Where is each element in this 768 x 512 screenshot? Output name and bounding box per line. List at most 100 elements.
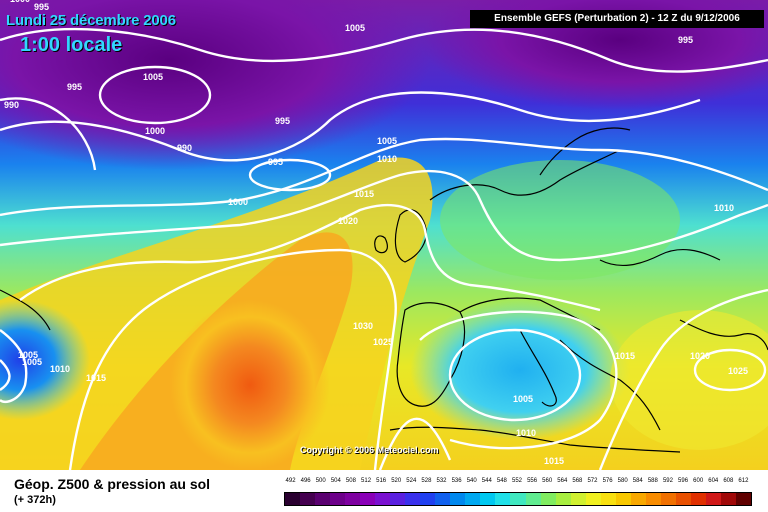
scale-tick-label: 564 bbox=[557, 478, 568, 484]
scale-tick-label: 556 bbox=[527, 478, 538, 484]
isobar-label: 1015 bbox=[86, 373, 106, 383]
scale-tick-label: 536 bbox=[451, 478, 462, 484]
scale-tick-label: 592 bbox=[662, 478, 673, 484]
scale-swatch bbox=[615, 493, 631, 505]
scale-tick-label: 552 bbox=[511, 478, 522, 484]
scale-tick-label: 492 bbox=[285, 478, 296, 484]
scale-tick-label: 560 bbox=[542, 478, 553, 484]
scale-swatch bbox=[705, 493, 721, 505]
isobar-label: 1025 bbox=[373, 337, 393, 347]
scale-swatch bbox=[300, 493, 316, 505]
scale-tick-label: 580 bbox=[617, 478, 628, 484]
scale-swatch bbox=[285, 493, 301, 505]
scale-swatch bbox=[675, 493, 691, 505]
scale-swatch bbox=[735, 493, 751, 505]
isobar-label: 1005 bbox=[513, 394, 533, 404]
scale-swatch bbox=[690, 493, 706, 505]
scale-tick-label: 508 bbox=[345, 478, 356, 484]
scale-tick-label: 576 bbox=[602, 478, 613, 484]
isobar-label: 995 bbox=[275, 116, 290, 126]
scale-swatch bbox=[510, 493, 526, 505]
isobar-labels: 995 1000 1005 990 995 1005 995 1000 990 … bbox=[4, 0, 748, 466]
isobar-label: 1005 bbox=[345, 23, 365, 33]
isobar-label: 1015 bbox=[354, 189, 374, 199]
scale-swatch bbox=[600, 493, 616, 505]
isobar-label: 1015 bbox=[544, 456, 564, 466]
scale-swatch bbox=[405, 493, 421, 505]
scale-swatch bbox=[540, 493, 556, 505]
scale-tick-label: 532 bbox=[436, 478, 447, 484]
scale-swatch bbox=[555, 493, 571, 505]
scale-swatch bbox=[450, 493, 466, 505]
scale-tick-label: 524 bbox=[406, 478, 417, 484]
scale-tick-label: 520 bbox=[391, 478, 402, 484]
scale-swatch bbox=[465, 493, 481, 505]
isobars bbox=[0, 27, 768, 470]
isobar-label: 995 bbox=[268, 157, 283, 167]
forecast-date: Lundi 25 décembre 2006 bbox=[6, 12, 176, 29]
isobar-label: 1005 bbox=[18, 350, 38, 360]
scale-swatch bbox=[420, 493, 436, 505]
color-scale: 492 496 500 504 508 512 516 520 524 528 532 536 540 5… bbox=[284, 478, 752, 508]
isobar-label: 1005 bbox=[22, 357, 42, 367]
weather-map: 995 1000 1005 990 995 1005 995 1000 990 … bbox=[0, 0, 768, 470]
scale-tick-label: 608 bbox=[723, 478, 734, 484]
scale-tick-label: 612 bbox=[738, 478, 749, 484]
isobar-label: 1030 bbox=[353, 321, 373, 331]
isobar-label: 1010 bbox=[714, 203, 734, 213]
isobar-label: 990 bbox=[177, 143, 192, 153]
scale-tick-labels: 492 496 500 504 508 512 516 520 524 528 532 536 540 5… bbox=[284, 478, 752, 490]
scale-swatch bbox=[345, 493, 361, 505]
copyright-notice: Copyright © 2006 Meteociel.com bbox=[300, 445, 439, 455]
footer-bar: Géop. Z500 & pression au sol (+ 372h) 49… bbox=[0, 470, 768, 512]
scale-swatch bbox=[525, 493, 541, 505]
scale-tick-label: 540 bbox=[466, 478, 477, 484]
isobar-label: 995 bbox=[34, 2, 49, 12]
lead-time: (+ 372h) bbox=[14, 494, 56, 506]
isobar-label: 995 bbox=[67, 82, 82, 92]
scale-tick-label: 544 bbox=[481, 478, 492, 484]
scale-tick-label: 572 bbox=[587, 478, 598, 484]
scale-tick-label: 496 bbox=[300, 478, 311, 484]
isobar-label: 995 bbox=[678, 35, 693, 45]
scale-swatch bbox=[495, 493, 511, 505]
scale-tick-label: 504 bbox=[330, 478, 341, 484]
isobar-label: 1000 bbox=[10, 0, 30, 4]
scale-swatch bbox=[570, 493, 586, 505]
scale-tick-label: 588 bbox=[647, 478, 658, 484]
scale-tick-label: 548 bbox=[496, 478, 507, 484]
scale-tick-label: 568 bbox=[572, 478, 583, 484]
map-canvas: 995 1000 1005 990 995 1005 995 1000 990 … bbox=[0, 0, 768, 470]
scale-swatch bbox=[390, 493, 406, 505]
scale-swatch bbox=[720, 493, 736, 505]
scale-swatch bbox=[360, 493, 376, 505]
isobar-label: 1020 bbox=[338, 216, 358, 226]
scale-swatch bbox=[315, 493, 331, 505]
isobar-label: 1005 bbox=[377, 136, 397, 146]
scale-tick-label: 604 bbox=[708, 478, 719, 484]
scale-tick-label: 516 bbox=[376, 478, 387, 484]
isobar-label: 1025 bbox=[728, 366, 748, 376]
isobar-label: 1010 bbox=[50, 364, 70, 374]
isobar-label: 990 bbox=[4, 100, 19, 110]
isobar-label: 1010 bbox=[516, 428, 536, 438]
scale-swatch bbox=[375, 493, 391, 505]
scale-swatch bbox=[330, 493, 346, 505]
scale-bar bbox=[284, 492, 752, 506]
scale-swatch bbox=[660, 493, 676, 505]
forecast-local-time: 1:00 locale bbox=[20, 34, 123, 56]
scale-swatch bbox=[480, 493, 496, 505]
product-title: Géop. Z500 & pression au sol bbox=[14, 476, 211, 492]
scale-swatch bbox=[435, 493, 451, 505]
model-run-info: Ensemble GEFS (Perturbation 2) - 12 Z du… bbox=[470, 10, 764, 28]
isobar-label: 1000 bbox=[145, 126, 165, 136]
scale-tick-label: 528 bbox=[421, 478, 432, 484]
isobar-label: 1020 bbox=[690, 351, 710, 361]
scale-swatch bbox=[585, 493, 601, 505]
scale-tick-label: 584 bbox=[632, 478, 643, 484]
isobar-label: 1000 bbox=[228, 197, 248, 207]
isobar-label: 1010 bbox=[377, 154, 397, 164]
scale-tick-label: 500 bbox=[315, 478, 326, 484]
scale-tick-label: 512 bbox=[361, 478, 372, 484]
scale-tick-label: 600 bbox=[693, 478, 704, 484]
